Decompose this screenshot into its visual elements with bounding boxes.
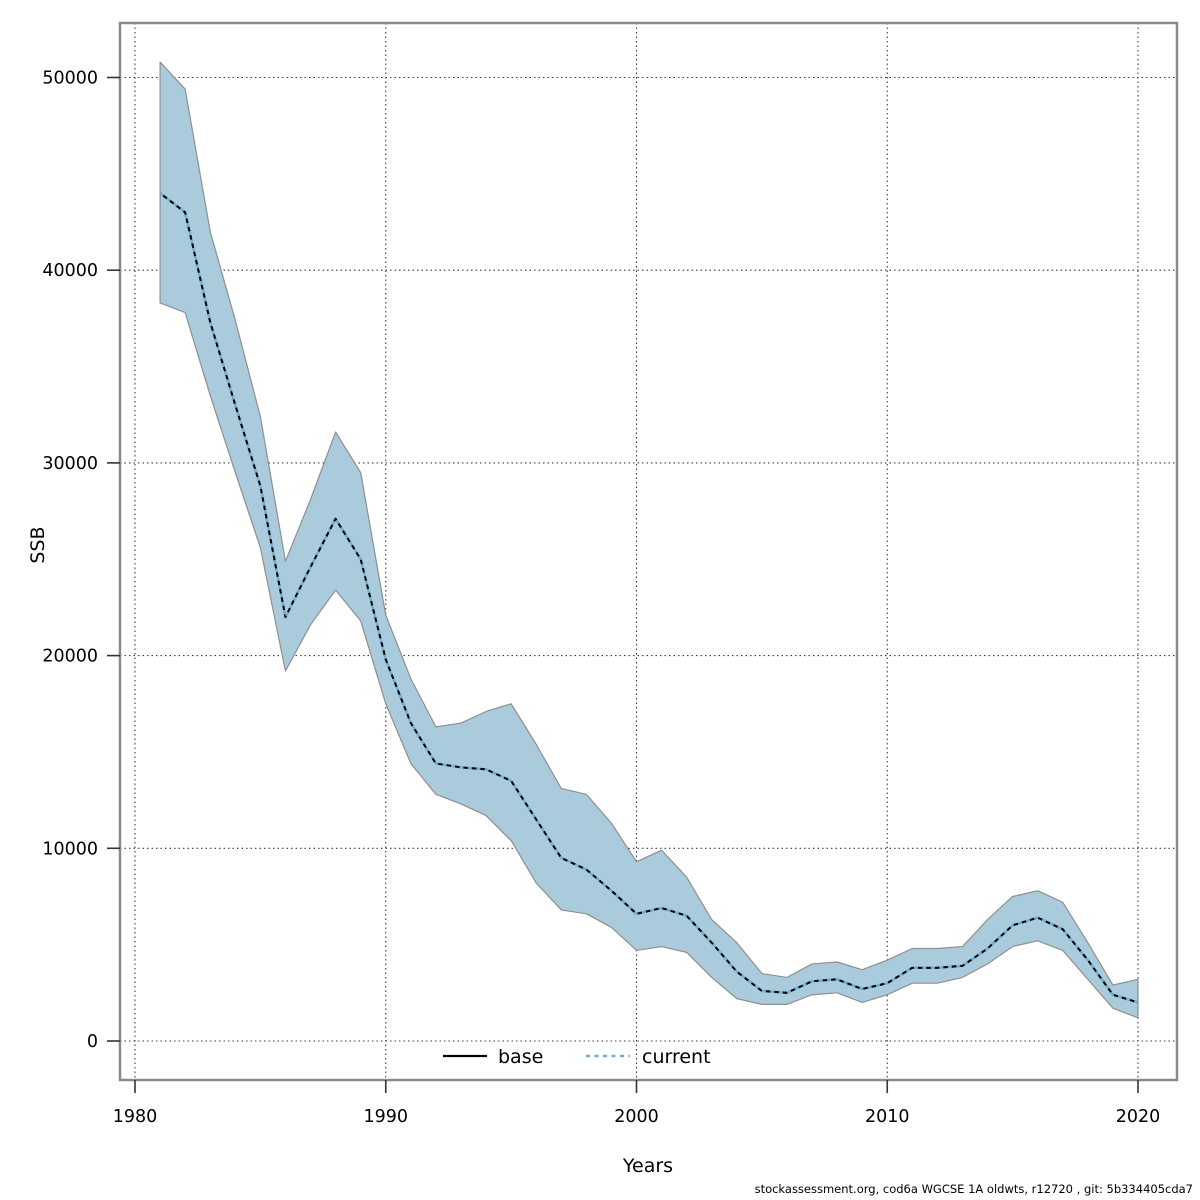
x-tick-label: 1980 xyxy=(113,1107,158,1127)
confidence-band xyxy=(159,61,1139,1019)
x-tick-label: 1990 xyxy=(363,1107,408,1127)
y-axis-title: SSB xyxy=(27,526,49,563)
y-tick-label: 0 xyxy=(87,1032,98,1052)
gridlines xyxy=(120,23,1177,1080)
y-axis-ticks: 0 10000 20000 30000 40000 50000 xyxy=(42,69,120,1052)
y-tick-label: 10000 xyxy=(42,839,98,859)
x-tick-label: 2000 xyxy=(614,1107,659,1127)
x-axis-ticks: 1980 1990 2000 2010 2020 xyxy=(113,1080,1161,1127)
y-tick-label: 40000 xyxy=(42,261,98,281)
plot-frame xyxy=(118,21,1179,1082)
x-axis-title: Years xyxy=(622,1155,673,1177)
y-tick-label: 50000 xyxy=(42,69,98,89)
legend-base-label: base xyxy=(498,1046,543,1068)
x-tick-label: 2020 xyxy=(1116,1107,1161,1127)
base-line xyxy=(159,192,1139,1004)
legend-current-label: current xyxy=(642,1046,711,1068)
y-tick-label: 30000 xyxy=(42,454,98,474)
y-tick-label: 20000 xyxy=(42,647,98,667)
legend: base current xyxy=(443,1046,711,1068)
footer-citation: stockassessment.org, cod6a WGCSE 1A oldw… xyxy=(755,1182,1193,1196)
x-tick-label: 2010 xyxy=(865,1107,910,1127)
